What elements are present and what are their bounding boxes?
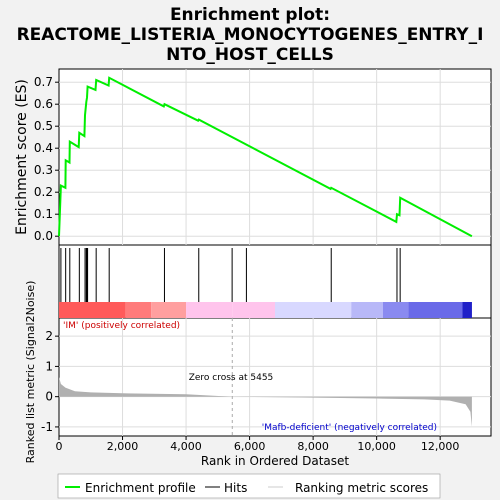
- plot-title-line-2: REACTOME_LISTERIA_MONOCYTOGENES_ENTRY_I: [17, 25, 484, 45]
- heatmap-band: [408, 302, 463, 318]
- metric-gridlines: [59, 318, 491, 436]
- heatmap-band: [186, 302, 233, 318]
- metric-axis-ticks: -1 0 1 2: [41, 329, 59, 434]
- heatmap-band: [125, 302, 152, 318]
- es-panel: [58, 68, 492, 246]
- legend-hits-label: Hits: [224, 481, 247, 495]
- heatmap-band: [151, 302, 187, 318]
- heatmap-band: [383, 302, 409, 318]
- es-tick-label: 0.3: [34, 163, 53, 177]
- legend-ranking-label: Ranking metric scores: [295, 481, 428, 495]
- heatmap-band: [462, 302, 472, 318]
- x-tick-label: 2,000: [107, 440, 139, 453]
- enrichment-profile-line: [58, 76, 473, 238]
- x-tick-label: 4,000: [170, 440, 202, 453]
- metric-tick-label: 2: [45, 329, 53, 343]
- es-axis-label: Enrichment score (ES): [14, 79, 30, 235]
- heatmap-band: [232, 302, 275, 318]
- x-axis-ticks: 0 2,000 4,000 6,000 8,000 10,000 12,000: [56, 436, 460, 453]
- x-axis-label: Rank in Ordered Dataset: [201, 454, 349, 468]
- x-tick-label: 0: [56, 440, 63, 453]
- x-tick-label: 6,000: [234, 440, 266, 453]
- positive-correlation-label: 'IM' (positively correlated): [63, 321, 180, 331]
- metric-tick-label: 0: [45, 390, 53, 404]
- x-tick-label: 12,000: [421, 440, 460, 453]
- es-tick-label: 0.4: [34, 141, 53, 155]
- metric-axis-label: Ranked list metric (Signal2Noise): [24, 281, 37, 464]
- legend-box: [57, 473, 441, 499]
- plot-title-line-1: Enrichment plot:: [170, 5, 330, 25]
- heatmap-band: [59, 302, 126, 318]
- es-tick-label: 0.1: [34, 207, 53, 221]
- legend-enrichment-label: Enrichment profile: [85, 481, 196, 495]
- metric-tick-label: 1: [45, 359, 53, 373]
- hit-markers: [60, 248, 401, 302]
- plot-title-line-3: NTO_HOST_CELLS: [166, 45, 334, 65]
- es-tick-label: 0.0: [34, 229, 53, 243]
- heatmap-band: [351, 302, 383, 318]
- zero-cross-label: Zero cross at 5455: [189, 373, 274, 383]
- x-tick-label: 10,000: [357, 440, 396, 453]
- es-tick-label: 0.5: [34, 119, 53, 133]
- rank-heatmap-bar: [59, 302, 472, 318]
- es-gridlines: [59, 69, 491, 245]
- metric-panel: [58, 317, 492, 437]
- metric-tick-label: -1: [41, 420, 53, 434]
- es-tick-label: 0.7: [34, 75, 53, 89]
- x-tick-label: 8,000: [297, 440, 329, 453]
- es-tick-label: 0.2: [34, 185, 53, 199]
- negative-correlation-label: 'Mafb-deficient' (negatively correlated): [262, 423, 437, 433]
- es-tick-label: 0.6: [34, 97, 53, 111]
- heatmap-band: [275, 302, 352, 318]
- es-axis-ticks: 0.0 0.1 0.2 0.3 0.4 0.5 0.6 0.7: [34, 75, 59, 243]
